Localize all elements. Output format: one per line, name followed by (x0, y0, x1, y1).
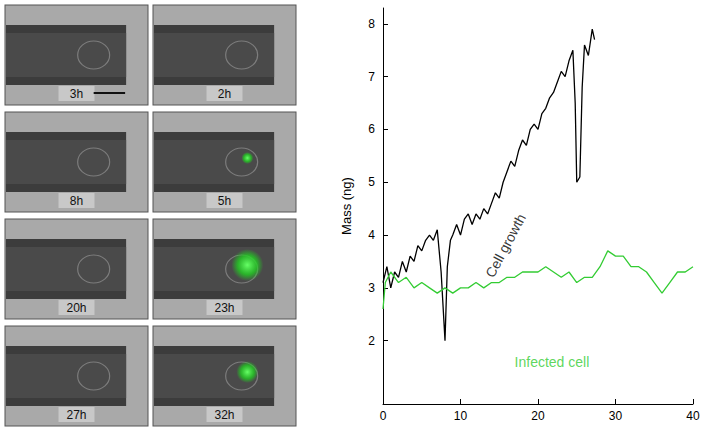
svg-text:30: 30 (609, 409, 623, 423)
svg-text:23h: 23h (214, 301, 234, 315)
svg-text:Infected cell: Infected cell (515, 354, 590, 370)
svg-text:40: 40 (686, 409, 700, 423)
svg-text:10: 10 (454, 409, 468, 423)
svg-text:3: 3 (368, 281, 375, 295)
svg-text:3h: 3h (70, 87, 83, 101)
svg-text:Cell growth: Cell growth (482, 211, 529, 280)
svg-text:8h: 8h (70, 194, 83, 208)
svg-text:8: 8 (368, 17, 375, 31)
svg-text:Mass (ng): Mass (ng) (339, 177, 354, 235)
svg-text:0: 0 (380, 409, 387, 423)
svg-text:2h: 2h (218, 87, 231, 101)
svg-text:5: 5 (368, 175, 375, 189)
svg-text:27h: 27h (66, 408, 86, 422)
svg-text:20: 20 (531, 409, 545, 423)
svg-text:2: 2 (368, 334, 375, 348)
svg-text:20h: 20h (66, 301, 86, 315)
svg-text:6: 6 (368, 122, 375, 136)
svg-text:32h: 32h (214, 408, 234, 422)
svg-text:5h: 5h (218, 194, 231, 208)
svg-text:4: 4 (368, 228, 375, 242)
svg-text:7: 7 (368, 70, 375, 84)
